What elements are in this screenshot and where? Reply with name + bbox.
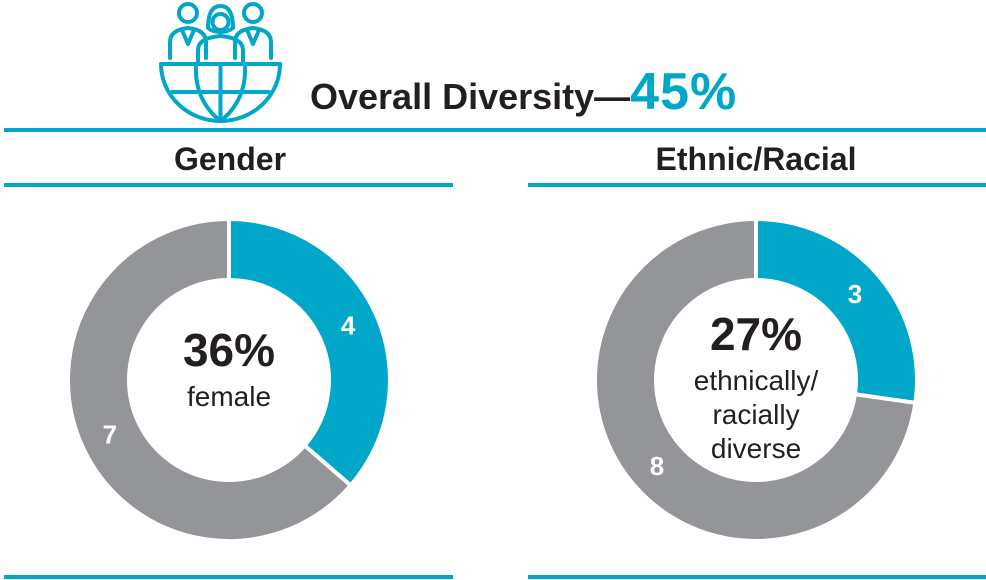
page-title: Overall Diversity—45% bbox=[310, 62, 737, 122]
gender-bottom-divider bbox=[4, 575, 453, 579]
ethnic-header-divider bbox=[528, 183, 986, 187]
slice-value-label: 4 bbox=[341, 311, 356, 341]
overall-diversity-percent: 45% bbox=[630, 63, 738, 121]
slice-value-label: 3 bbox=[848, 279, 862, 309]
donut-slice-female bbox=[227, 216, 392, 489]
ethnic-racial-heading: Ethnic/Racial bbox=[655, 141, 857, 177]
center-caption-line: female bbox=[187, 381, 271, 412]
gender-heading: Gender bbox=[173, 141, 287, 177]
donut-slice-ethnically-racially-diverse bbox=[754, 216, 919, 406]
center-caption-line: diverse bbox=[711, 433, 801, 464]
gender-donut-chart: 4 7 36% female bbox=[66, 216, 392, 543]
center-caption-line: racially bbox=[712, 399, 799, 430]
title-text: Overall Diversity— bbox=[310, 76, 631, 117]
donut-slice-other bbox=[593, 216, 918, 543]
ethnic-bottom-divider bbox=[528, 575, 986, 579]
gender-header-divider bbox=[4, 183, 453, 187]
top-divider bbox=[4, 128, 986, 132]
center-percent: 27% bbox=[710, 308, 802, 360]
donut-slice-male bbox=[66, 216, 354, 543]
board-members-globe-icon bbox=[159, 2, 282, 123]
slice-value-label: 7 bbox=[103, 419, 117, 449]
slice-value-label: 8 bbox=[650, 451, 664, 481]
center-caption-line: ethnically/ bbox=[694, 365, 819, 396]
center-percent: 36% bbox=[183, 324, 275, 376]
